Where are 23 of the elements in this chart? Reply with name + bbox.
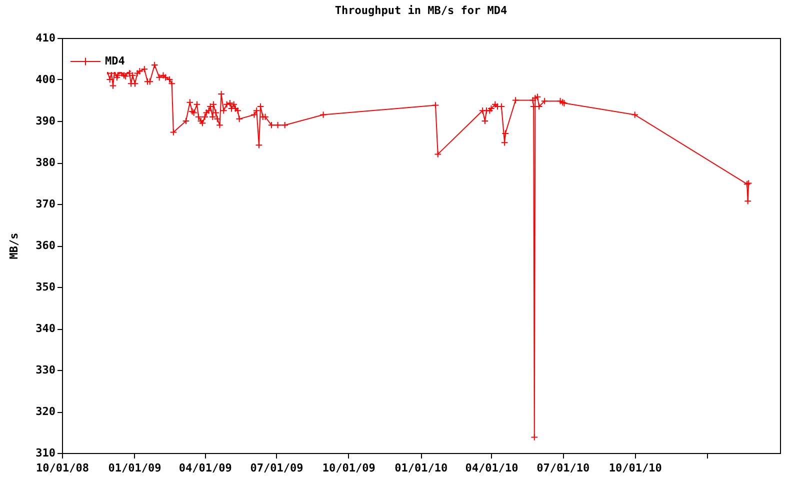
y-tick-label: 330 (36, 364, 56, 376)
y-tick-label: 340 (36, 322, 56, 335)
y-tick-label: 410 (36, 32, 56, 44)
y-tick-label: 390 (36, 114, 56, 128)
x-tick-label: 07/01/09 (250, 462, 304, 474)
x-tick-label: 10/01/10 (608, 462, 662, 474)
x-tick-label: 07/01/10 (536, 462, 590, 474)
x-tick-label: 01/01/09 (108, 462, 162, 474)
y-axis-title: MB/s (8, 232, 21, 260)
x-tick-label: 04/01/09 (178, 462, 232, 474)
y-tick-label: 400 (36, 73, 56, 86)
y-tick-label: 310 (36, 446, 56, 460)
x-tick-label: 01/01/10 (394, 462, 448, 474)
x-tick-label: 10/01/09 (322, 462, 376, 474)
legend-label: MD4 (105, 54, 126, 68)
y-tick-label: 370 (36, 198, 56, 210)
x-tick-label: 04/01/10 (465, 462, 518, 474)
y-tick-label: 320 (36, 405, 56, 418)
x-tick-label: 10/01/08 (36, 462, 89, 474)
y-tick-label: 360 (36, 239, 56, 252)
chart-title: Throughput in MB/s for MD4 (334, 4, 508, 17)
y-tick-label: 350 (36, 280, 56, 294)
y-tick-label: 380 (36, 156, 56, 169)
